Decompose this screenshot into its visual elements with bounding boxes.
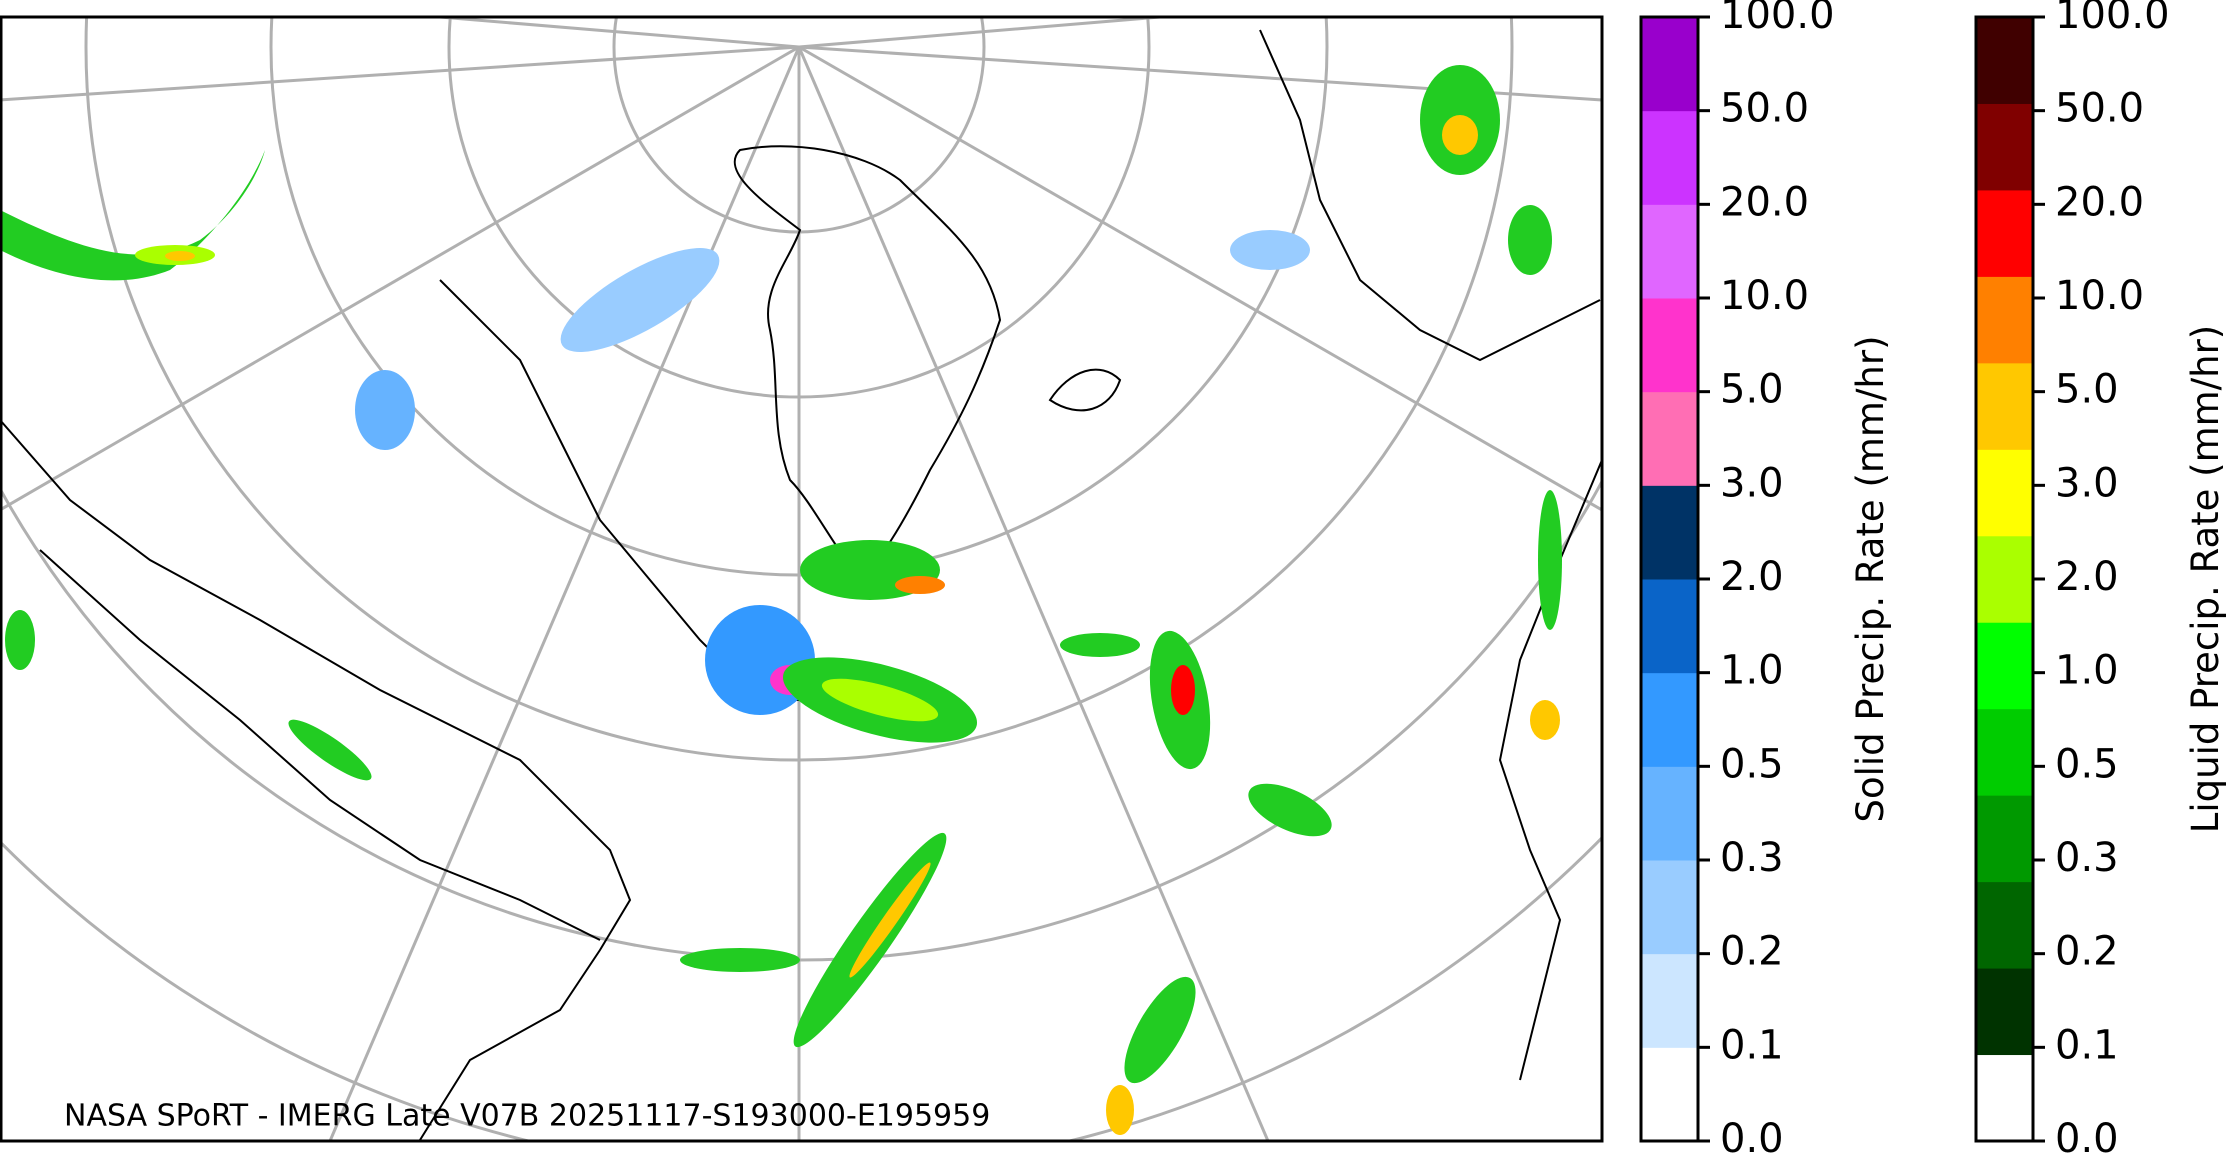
tick-label: 20.0: [1720, 179, 1809, 225]
tick-label: 5.0: [2055, 367, 2119, 413]
color-segment: [1976, 708, 2033, 796]
color-segment: [1976, 795, 2033, 883]
tick-label: 3.0: [1720, 460, 1784, 506]
tick-label: 0.0: [1720, 1116, 1784, 1162]
color-segment: [1641, 204, 1698, 299]
color-segment: [1976, 17, 2033, 104]
coastlines: [1, 29, 1602, 1141]
color-segment: [1976, 968, 2033, 1056]
tick-label: 3.0: [2055, 460, 2119, 506]
map-frame: [0, 15, 1604, 1143]
tick-label: 2.0: [1720, 554, 1784, 600]
tick-label: 0.2: [1720, 929, 1784, 975]
color-segment: [1641, 17, 1698, 112]
color-segment: [1641, 579, 1698, 674]
color-segment: [1641, 298, 1698, 393]
tick-label: 0.3: [1720, 835, 1784, 881]
tick-label: 0.1: [1720, 1022, 1784, 1068]
precipitation: [1, 65, 1562, 1135]
colorbar-label: Liquid Precip. Rate (mm/hr): [2184, 325, 2227, 834]
tick-label: 100.0: [1720, 0, 1835, 38]
colorbar: 0.0 0.1 0.2 0.3 0.5 1.0 2.0 3.0 5.0 10.0 20.0 50.0 1…: [1639, 0, 1892, 1162]
tick-label: 20.0: [2055, 179, 2144, 225]
tick-label: 10.0: [2055, 273, 2144, 319]
tick-label: 0.5: [2055, 741, 2119, 787]
color-segment: [1641, 766, 1698, 861]
color-segment: [1641, 485, 1698, 580]
color-segment: [1976, 881, 2033, 969]
color-segment: [1641, 1047, 1698, 1142]
tick-label: 50.0: [1720, 86, 1809, 132]
colorbars: 0.0 0.1 0.2 0.3 0.5 1.0 2.0 3.0 5.0 10.0 20.0 50.0 1…: [1639, 0, 2227, 1162]
tick-label: 0.5: [1720, 741, 1784, 787]
color-segment: [1641, 860, 1698, 955]
color-segment: [1641, 672, 1698, 767]
tick-label: 100.0: [2055, 0, 2170, 38]
map: NASA SPoRT - IMERG Late V07B 20251117-S1…: [1, 17, 1602, 1141]
tick-label: 0.0: [2055, 1116, 2119, 1162]
color-segment: [1641, 391, 1698, 486]
color-segment: [1641, 110, 1698, 205]
color-segment: [1976, 622, 2033, 710]
color-segment: [1976, 103, 2033, 191]
tick-label: 1.0: [1720, 648, 1784, 694]
colorbar: 0.0 0.1 0.2 0.3 0.5 1.0 2.0 3.0 5.0 10.0 20.0 50.0 1…: [1974, 0, 2227, 1162]
color-segment: [1976, 362, 2033, 450]
tick-label: 50.0: [2055, 86, 2144, 132]
tick-label: 1.0: [2055, 648, 2119, 694]
tick-label: 0.1: [2055, 1022, 2119, 1068]
caption: NASA SPoRT - IMERG Late V07B 20251117-S1…: [64, 1099, 990, 1134]
color-segment: [1976, 189, 2033, 277]
tick-label: 10.0: [1720, 273, 1809, 319]
colorbar-label: Solid Precip. Rate (mm/hr): [1849, 335, 1892, 822]
color-segment: [1976, 449, 2033, 537]
color-segment: [1976, 276, 2033, 364]
tick-label: 5.0: [1720, 367, 1784, 413]
tick-label: 0.2: [2055, 929, 2119, 975]
color-segment: [1641, 953, 1698, 1048]
color-segment: [1976, 535, 2033, 623]
tick-label: 2.0: [2055, 554, 2119, 600]
tick-label: 0.3: [2055, 835, 2119, 881]
color-segment: [1976, 1054, 2033, 1142]
